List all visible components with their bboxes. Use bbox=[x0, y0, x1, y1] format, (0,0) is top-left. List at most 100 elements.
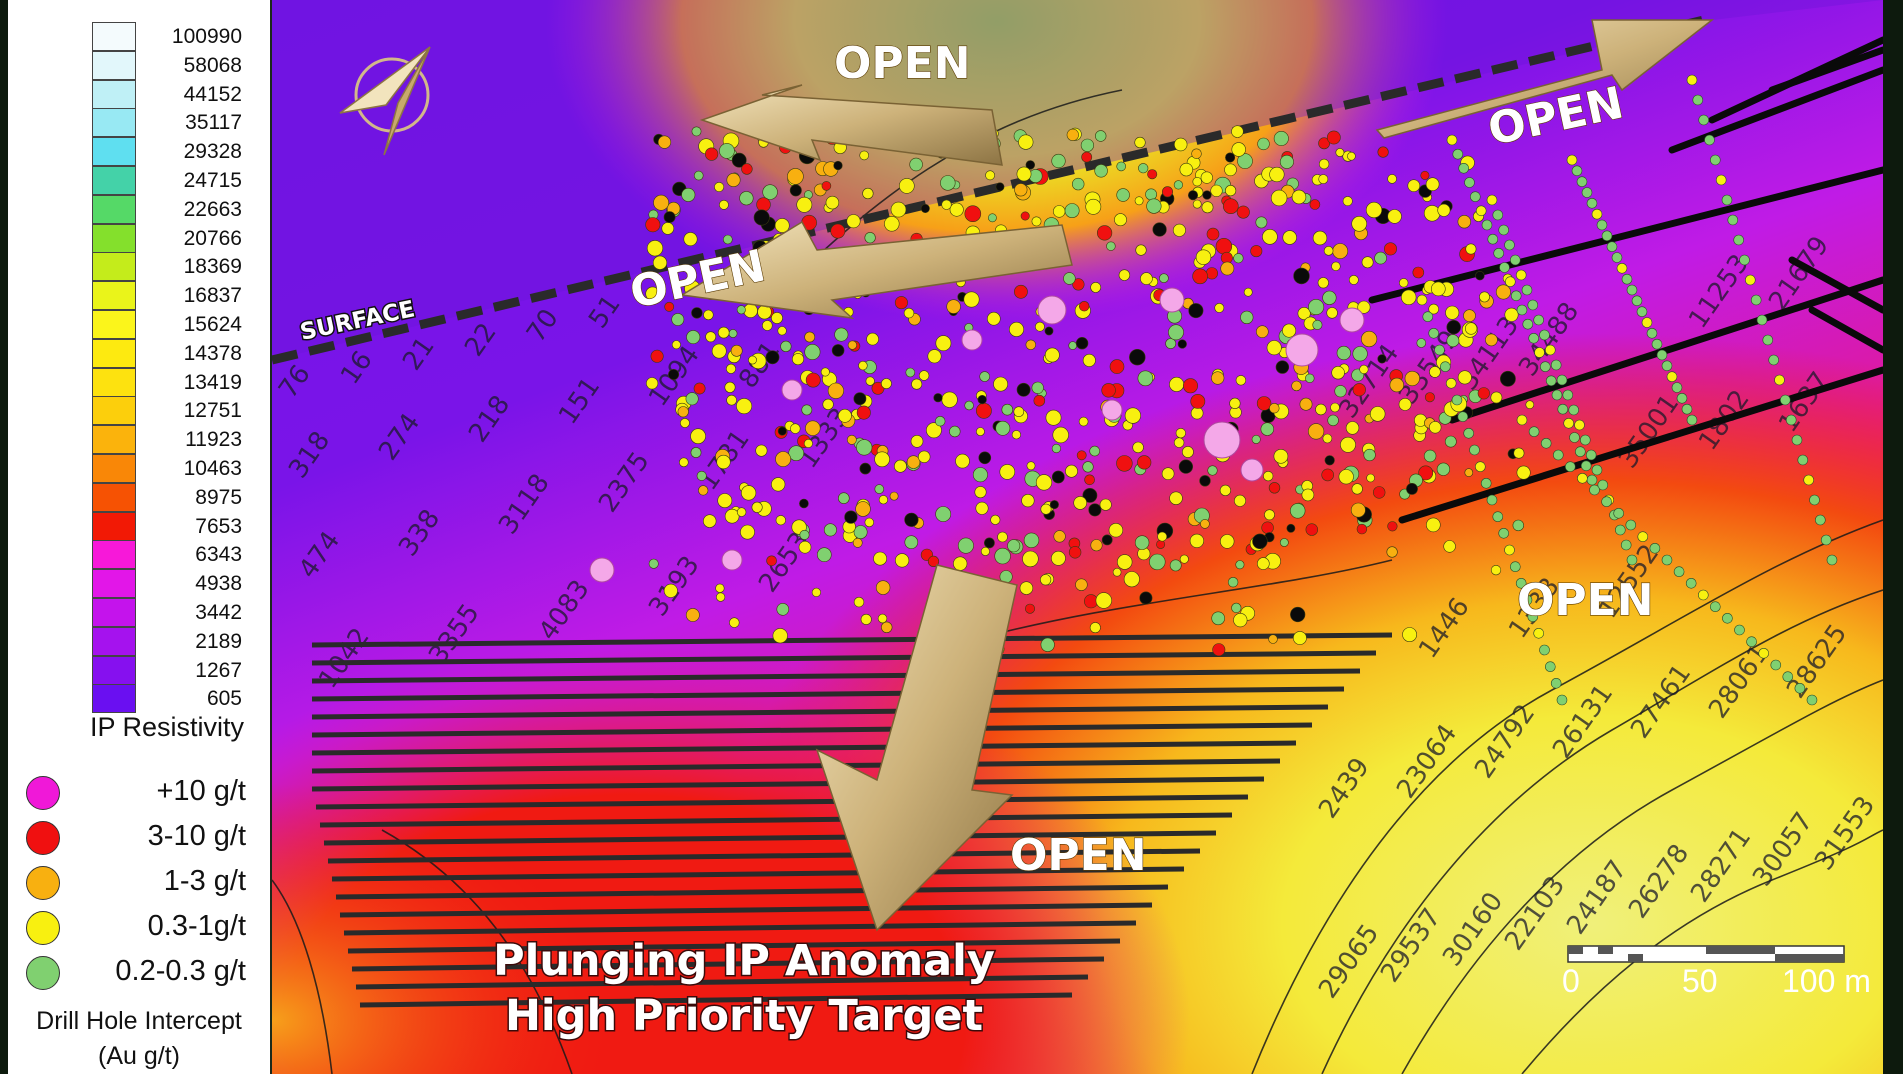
map-canvas[interactable]: 7616212270513182742181511094881474338311… bbox=[272, 0, 1883, 1074]
intercept-sphere bbox=[1129, 349, 1146, 366]
intercept-sphere bbox=[1157, 531, 1168, 542]
resistivity-swatch bbox=[92, 281, 136, 311]
intercept-sphere bbox=[1192, 199, 1202, 209]
intercept-sphere bbox=[1806, 694, 1818, 706]
intercept-sphere bbox=[1013, 406, 1025, 418]
intercept-sphere bbox=[1649, 542, 1661, 554]
intercept-sphere bbox=[1585, 449, 1597, 461]
intercept-sphere bbox=[911, 378, 923, 390]
target-hatch-line bbox=[311, 686, 1345, 702]
high-grade-sphere bbox=[721, 549, 743, 571]
intercept-sphere bbox=[718, 199, 729, 210]
intercept-sphere bbox=[976, 402, 992, 419]
intercept-sphere bbox=[801, 404, 813, 416]
ip-resistivity-section-map[interactable]: 7616212270513182742181511094881474338311… bbox=[272, 0, 1883, 1074]
intercept-sphere bbox=[1089, 445, 1101, 457]
intercept-sphere bbox=[1075, 578, 1088, 591]
intercept-sphere bbox=[726, 173, 741, 188]
intercept-sphere bbox=[678, 457, 689, 468]
intercept-sphere bbox=[1156, 539, 1166, 549]
intercept-sphere bbox=[1262, 229, 1278, 245]
intercept-sphere bbox=[1794, 682, 1806, 694]
intercept-sphere bbox=[1206, 227, 1220, 241]
intercept-sphere bbox=[683, 232, 698, 247]
intercept-sphere bbox=[838, 408, 852, 423]
intercept-sphere bbox=[1666, 371, 1678, 383]
intercept-sphere bbox=[1094, 164, 1108, 178]
intercept-sphere bbox=[1464, 468, 1474, 477]
intercept-sphere bbox=[1161, 186, 1173, 198]
intercept-sphere bbox=[736, 507, 747, 517]
intercept-sphere bbox=[1161, 467, 1175, 481]
map-legend: 100990 58068 44152 35117 29328 24715 22663 2076… bbox=[8, 0, 272, 1074]
intercept-sphere bbox=[1273, 448, 1289, 464]
scale-label-0: 0 bbox=[1562, 963, 1580, 999]
intercept-sphere bbox=[1770, 659, 1782, 671]
intercept-sphere bbox=[1096, 225, 1113, 241]
intercept-sphere bbox=[1418, 465, 1434, 481]
target-hatch-line bbox=[327, 848, 1201, 864]
resistivity-value-label: 12751 bbox=[183, 399, 242, 423]
intercept-sphere bbox=[1692, 94, 1704, 106]
intercept-sphere bbox=[1756, 314, 1768, 326]
intercept-sphere bbox=[903, 307, 915, 319]
intercept-sphere bbox=[1251, 434, 1261, 444]
intercept-sphere bbox=[1137, 455, 1152, 470]
intercept-sphere bbox=[1685, 577, 1697, 589]
intercept-sphere bbox=[1269, 166, 1285, 183]
intercept-sphere bbox=[1025, 160, 1035, 170]
intercept-sphere bbox=[1516, 465, 1531, 480]
intercept-sphere bbox=[1686, 414, 1698, 426]
intercept-sphere bbox=[1620, 539, 1632, 551]
intercept-sphere bbox=[1312, 319, 1323, 330]
intercept-sphere bbox=[1545, 344, 1556, 356]
intercept-sphere bbox=[1498, 527, 1509, 539]
intercept-sphere bbox=[880, 621, 893, 633]
intercept-sphere bbox=[1140, 272, 1153, 285]
intercept-sphere bbox=[1035, 321, 1045, 332]
intercept-sphere bbox=[1068, 546, 1082, 559]
intercept-sphere bbox=[1215, 238, 1233, 255]
resistivity-swatch bbox=[92, 626, 136, 656]
intercept-sphere bbox=[1225, 152, 1236, 163]
intercept-sphere bbox=[691, 307, 703, 319]
intercept-sphere bbox=[1463, 309, 1476, 323]
intercept-sphere bbox=[664, 301, 675, 312]
intercept-sphere bbox=[1134, 136, 1146, 149]
intercept-sphere bbox=[1431, 281, 1446, 297]
intercept-sphere bbox=[1428, 421, 1442, 434]
intercept-sphere bbox=[859, 150, 870, 161]
intercept-sphere bbox=[1318, 158, 1330, 170]
intercept-sphere bbox=[1545, 375, 1557, 387]
intercept-sphere bbox=[963, 291, 980, 308]
intercept-sphere bbox=[1336, 345, 1351, 361]
open-arrow-upper-right bbox=[1375, 19, 1715, 139]
intercept-sphere bbox=[1260, 422, 1274, 436]
intercept-sphere bbox=[1205, 267, 1219, 280]
intercept-sphere bbox=[953, 556, 968, 571]
intercept-sphere bbox=[1039, 574, 1052, 586]
intercept-sphere bbox=[1377, 146, 1389, 158]
intercept-sphere bbox=[1774, 374, 1785, 386]
intercept-sphere bbox=[1019, 581, 1034, 595]
resistivity-swatch bbox=[92, 598, 136, 627]
intercept-sphere bbox=[1826, 554, 1838, 566]
intercept-sphere bbox=[1445, 377, 1457, 389]
intercept-sphere bbox=[1211, 611, 1226, 626]
intercept-sphere bbox=[995, 420, 1011, 436]
intercept-sphere bbox=[1200, 519, 1210, 529]
intercept-sphere bbox=[1357, 300, 1371, 314]
intercept-sphere bbox=[714, 182, 725, 193]
intercept-sphere bbox=[1686, 74, 1698, 86]
resistivity-value-label: 44152 bbox=[183, 82, 242, 106]
intercept-sphere bbox=[1033, 394, 1046, 407]
intercept-sphere bbox=[1073, 496, 1088, 510]
intercept-sphere bbox=[775, 515, 786, 526]
intercept-sphere bbox=[1040, 503, 1052, 515]
intercept-sphere bbox=[1044, 347, 1060, 363]
intercept-sphere bbox=[716, 592, 726, 602]
intercept-sphere bbox=[1082, 461, 1094, 473]
intercept-sphere bbox=[1591, 464, 1603, 476]
intercept-sphere bbox=[1374, 251, 1387, 265]
intercept-sphere bbox=[1279, 154, 1294, 169]
